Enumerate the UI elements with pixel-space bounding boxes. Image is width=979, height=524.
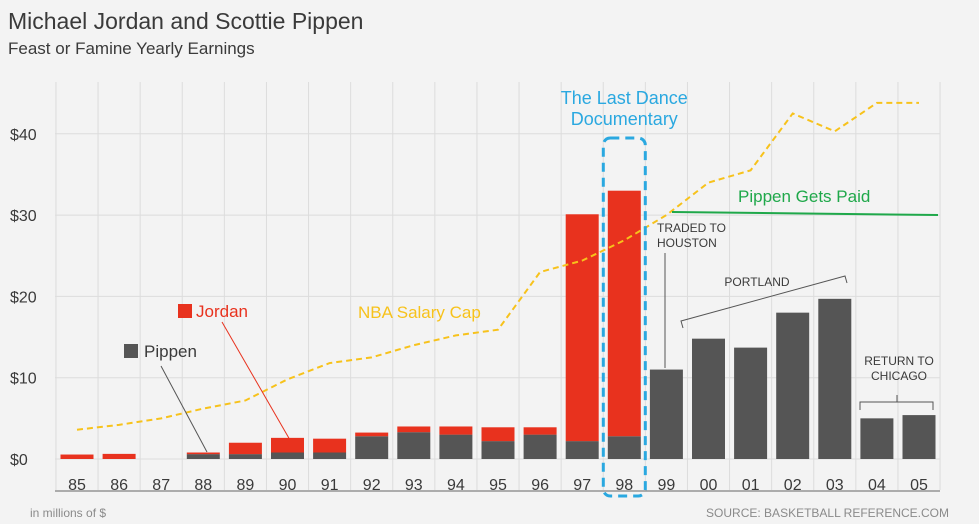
chart-title: Michael Jordan and Scottie Pippen bbox=[8, 8, 364, 34]
bar-jordan bbox=[481, 427, 515, 442]
bar-pippen bbox=[228, 454, 262, 459]
x-tick-label: 97 bbox=[573, 477, 591, 494]
bar-pippen bbox=[481, 441, 515, 459]
x-tick-label: 93 bbox=[405, 477, 423, 494]
portland-bracket bbox=[680, 275, 848, 329]
bar-jordan bbox=[607, 190, 641, 437]
bar-pippen bbox=[523, 434, 557, 459]
return-bracket bbox=[859, 401, 934, 410]
salary-cap-label: NBA Salary Cap bbox=[358, 303, 481, 322]
units-note: in millions of $ bbox=[30, 506, 107, 520]
legend-jordan-swatch bbox=[178, 304, 192, 318]
portland-label: PORTLAND bbox=[724, 275, 789, 289]
bar-jordan bbox=[397, 426, 431, 433]
bar-jordan bbox=[355, 432, 389, 437]
legend-jordan-label: Jordan bbox=[196, 302, 248, 321]
pippen-paid-line bbox=[671, 211, 939, 216]
return-label-line1: RETURN TO bbox=[864, 354, 934, 368]
bar-pippen bbox=[776, 312, 810, 459]
chart-subtitle: Feast or Famine Yearly Earnings bbox=[8, 39, 255, 58]
x-tick-label: 91 bbox=[321, 477, 339, 494]
bar-pippen bbox=[860, 418, 894, 459]
x-tick-label: 88 bbox=[194, 477, 212, 494]
legend-jordan-pointer bbox=[221, 321, 291, 441]
x-tick-label: 85 bbox=[68, 477, 86, 494]
source-note: SOURCE: BASKETBALL REFERENCE.COM bbox=[706, 506, 949, 520]
x-tick-label: 89 bbox=[237, 477, 255, 494]
bar-pippen bbox=[902, 415, 936, 459]
pippen-paid-label: Pippen Gets Paid bbox=[738, 187, 870, 206]
bar-pippen bbox=[734, 347, 768, 459]
bar-jordan bbox=[60, 454, 94, 459]
x-tick-label: 95 bbox=[489, 477, 507, 494]
bar-jordan bbox=[102, 453, 136, 459]
documentary-highlight-box bbox=[601, 136, 647, 498]
y-tick-label: $20 bbox=[10, 289, 37, 306]
legend-pippen-pointer bbox=[160, 365, 208, 453]
y-tick-label: $10 bbox=[10, 371, 37, 388]
bar-pippen bbox=[355, 436, 389, 459]
x-tick-label: 01 bbox=[742, 477, 760, 494]
x-tick-label: 87 bbox=[152, 477, 170, 494]
x-tick-label: 90 bbox=[279, 477, 297, 494]
x-tick-label: 98 bbox=[615, 477, 633, 494]
bar-jordan bbox=[228, 442, 262, 455]
bar-pippen bbox=[649, 369, 683, 459]
bar-pippen bbox=[439, 434, 473, 459]
x-tick-label: 05 bbox=[910, 477, 928, 494]
bar-pippen bbox=[818, 298, 852, 459]
bar-jordan bbox=[186, 452, 220, 455]
bar-pippen bbox=[397, 432, 431, 459]
bar-pippen bbox=[271, 452, 304, 459]
bar-pippen bbox=[692, 338, 725, 459]
documentary-label-line1: The Last Dance bbox=[561, 88, 688, 108]
x-tick-label: 03 bbox=[826, 477, 844, 494]
y-tick-label: $0 bbox=[10, 452, 28, 469]
traded-label-line1: TRADED TO bbox=[657, 221, 726, 235]
salary-cap-line bbox=[76, 101, 919, 431]
x-tick-label: 92 bbox=[363, 477, 381, 494]
x-tick-label: 02 bbox=[784, 477, 802, 494]
bar-pippen bbox=[186, 454, 220, 459]
bar-jordan bbox=[439, 426, 473, 435]
documentary-label-line2: Documentary bbox=[571, 109, 678, 129]
legend-pippen-swatch bbox=[124, 344, 138, 358]
bar-jordan bbox=[313, 438, 347, 453]
x-tick-label: 00 bbox=[700, 477, 718, 494]
traded-label-line2: HOUSTON bbox=[657, 236, 717, 250]
x-tick-label: 99 bbox=[658, 477, 676, 494]
bar-pippen bbox=[607, 436, 641, 459]
bar-pippen bbox=[565, 441, 599, 459]
bar-jordan bbox=[523, 427, 557, 435]
x-tick-label: 04 bbox=[868, 477, 886, 494]
legend-pippen-label: Pippen bbox=[144, 342, 197, 361]
x-tick-label: 96 bbox=[531, 477, 549, 494]
bar-jordan bbox=[565, 214, 599, 442]
bar-pippen bbox=[313, 452, 347, 459]
x-tick-label: 86 bbox=[110, 477, 128, 494]
bar-jordan bbox=[271, 437, 304, 453]
y-tick-label: $40 bbox=[10, 127, 37, 144]
return-label-line2: CHICAGO bbox=[871, 369, 927, 383]
x-tick-label: 94 bbox=[447, 477, 465, 494]
y-tick-label: $30 bbox=[10, 208, 37, 225]
